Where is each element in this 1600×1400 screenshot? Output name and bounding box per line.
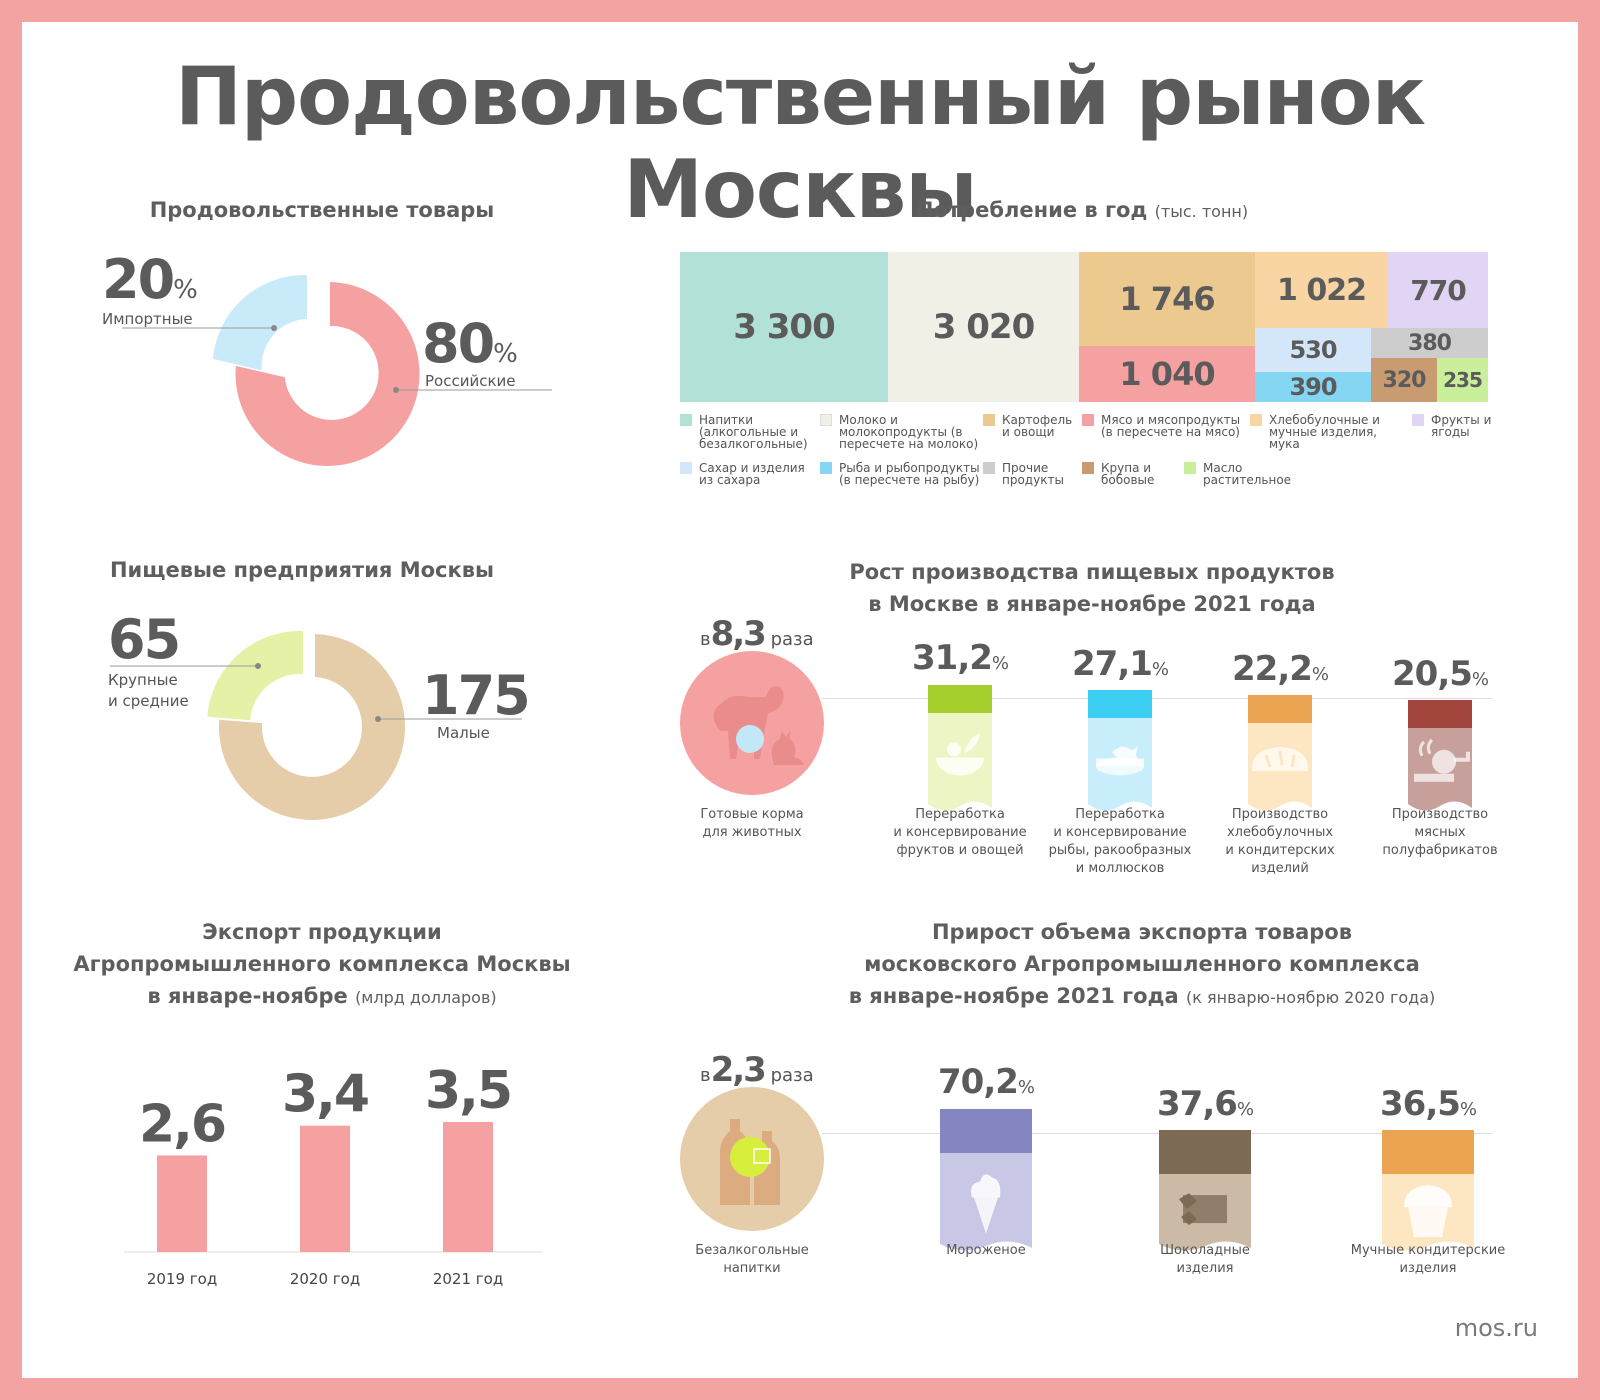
- legend-bakery: Хлебобулочные и мучные изделия, мука: [1250, 414, 1402, 450]
- legend-sugar: Сахар и изделия из сахара: [680, 462, 820, 486]
- chocolate-icon: [1179, 1193, 1227, 1226]
- large-label: Крупные и средние: [108, 671, 189, 710]
- bottles-icon: [720, 1119, 780, 1205]
- legend-grain: Крупа и бобовые: [1082, 462, 1182, 486]
- imported-label: Импортные: [102, 310, 193, 328]
- russian-segment: [235, 282, 420, 466]
- production-value-1: 27,1%: [1072, 644, 1169, 684]
- salad-bowl-icon: [936, 733, 984, 776]
- legend-meat: Мясо и мясопродукты (в пересчете на мясо…: [1082, 414, 1247, 438]
- fish-can-icon: [1096, 746, 1144, 776]
- small-label: Малые: [437, 724, 490, 742]
- legend-drinks: Напитки (алкогольные и безалкогольные): [680, 414, 820, 450]
- production-value-2: 22,2%: [1232, 649, 1329, 689]
- production-bar-1: [1088, 690, 1152, 811]
- ice-cream-icon: [971, 1174, 1001, 1234]
- export-bar-0: [157, 1155, 207, 1252]
- page-title: Продовольственный рынок Москвы: [174, 50, 1426, 236]
- production-bar-0: [928, 685, 992, 811]
- enterprises-title: Пищевые предприятия Москвы: [109, 558, 495, 582]
- large-value: 65: [108, 608, 181, 671]
- legend-fish: Рыба и рыбопродукты (в пересчете на рыбу…: [820, 462, 980, 486]
- soft-drinks-circle: [680, 1087, 824, 1231]
- export-growth-label-1: Шоколадные изделия: [1160, 1243, 1250, 1276]
- export-title: Экспорт продукции Агропромышленного компл…: [73, 920, 571, 1008]
- export-growth-value-0: 70,2%: [938, 1062, 1035, 1102]
- export-growth-bar-2: [1382, 1130, 1474, 1251]
- large-enterprises-segment: [207, 630, 303, 721]
- cell-sugar: 530: [1255, 328, 1371, 372]
- legend-other: Прочие продукты: [983, 462, 1079, 486]
- production-label-1: Переработка и консервирование рыбы, ракооб…: [1048, 807, 1192, 876]
- export-growth-bar-0: [940, 1109, 1032, 1251]
- export-growth-label-0: Мороженое: [946, 1243, 1026, 1258]
- small-enterprises-segment: [218, 634, 405, 820]
- export-bar-chart: 2,6 2019 год 3,4 2020 год 3,5 2021 год: [124, 1061, 542, 1288]
- cell-dairy: 3 020: [888, 252, 1079, 402]
- production-label-3: Производство мясных полуфабрикатов: [1382, 807, 1498, 858]
- pet-food-label: Готовые корма для животных: [700, 807, 804, 840]
- export-category-label-2: 2021 год: [433, 1270, 503, 1288]
- export-category-label-0: 2019 год: [147, 1270, 217, 1288]
- cell-bakery: 1 022: [1255, 252, 1388, 328]
- export-bar-1: [300, 1125, 350, 1252]
- cell-other: 380: [1371, 328, 1488, 358]
- small-value: 175: [422, 664, 531, 727]
- bread-icon: [1251, 747, 1309, 772]
- legend-oil: Масло растительное: [1184, 462, 1304, 486]
- pet-food-value: в8,3 раза: [700, 614, 814, 654]
- legend-potatoes: Картофель и овощи: [983, 414, 1079, 438]
- imported-segment: [212, 274, 307, 371]
- export-growth-value-2: 36,5%: [1380, 1084, 1477, 1124]
- production-value-0: 31,2%: [912, 638, 1009, 678]
- production-label-0: Переработка и консервирование фруктов и ов…: [893, 807, 1027, 858]
- cell-meat: 1 040: [1079, 346, 1255, 402]
- food-goods-donut: [122, 274, 552, 466]
- cell-grain: 320: [1371, 358, 1437, 402]
- cell-oil: 235: [1437, 358, 1488, 402]
- cupcake-icon: [1404, 1185, 1452, 1238]
- export-growth-value-1: 37,6%: [1157, 1084, 1254, 1124]
- soft-drinks-value: в2,3 раза: [700, 1050, 814, 1090]
- export-growth-title: Прирост объема экспорта товаров московско…: [848, 920, 1436, 1008]
- footer-logo: mos.ru: [1454, 1314, 1538, 1342]
- cell-drinks: 3 300: [680, 252, 888, 402]
- export-baseline: [822, 1133, 1492, 1134]
- export-category-label-1: 2020 год: [290, 1270, 360, 1288]
- enterprises-donut: [110, 630, 522, 820]
- production-baseline: [822, 698, 1492, 699]
- export-bar-2: [443, 1122, 493, 1252]
- legend-dairy: Молоко и молокопродукты (в пересчете на …: [820, 414, 980, 450]
- pet-food-circle: [680, 651, 824, 795]
- production-bar-3: [1408, 700, 1472, 811]
- food-goods-title: Продовольственные товары: [149, 198, 495, 222]
- production-bar-2: [1248, 695, 1312, 811]
- consumption-treemap: 3 300 3 020 1 746 1 040 1 022 770 530 39…: [680, 252, 1490, 402]
- legend-fruits: Фрукты и ягоды: [1412, 414, 1492, 438]
- production-value-3: 20,5%: [1392, 654, 1489, 694]
- dog-cat-icon: [713, 686, 804, 765]
- export-value-label-2: 3,5: [425, 1061, 511, 1121]
- export-growth-label-2: Мучные кондитерские изделия: [1350, 1243, 1506, 1276]
- russian-label: Российские: [425, 372, 516, 390]
- meat-grinder-icon: [1414, 738, 1470, 782]
- infographic-card: Продовольственный рынок Москвы Продоволь…: [22, 22, 1578, 1378]
- cell-potatoes: 1 746: [1079, 252, 1255, 346]
- production-growth-title: Рост производства пищевых продуктов в Мос…: [849, 560, 1335, 616]
- export-value-label-1: 3,4: [282, 1065, 368, 1125]
- cell-fruits: 770: [1388, 252, 1488, 328]
- imported-value: 20%: [102, 248, 198, 311]
- production-label-2: Производство хлебобулочных и кондитерских и…: [1225, 807, 1335, 876]
- export-growth-bar-1: [1159, 1130, 1251, 1251]
- export-value-label-0: 2,6: [139, 1094, 225, 1154]
- soft-drinks-label: Безалкогольные напитки: [695, 1243, 809, 1276]
- russian-value: 80%: [422, 312, 518, 375]
- cell-fish: 390: [1255, 372, 1371, 402]
- consumption-title: Потребление в год (тыс. тонн): [915, 198, 1249, 222]
